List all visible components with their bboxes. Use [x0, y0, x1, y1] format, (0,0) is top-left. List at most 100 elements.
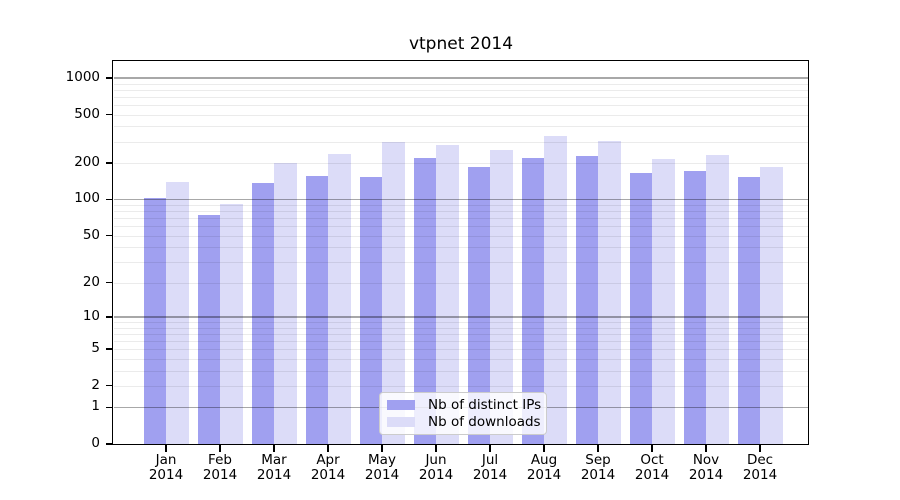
x-tick-label-line: Aug	[530, 452, 558, 468]
y-tick-label: 1000	[65, 68, 100, 85]
x-tick-mark	[219, 445, 221, 452]
x-tick-mark	[165, 445, 167, 452]
legend-label-distinct-ips: Nb of distinct IPs	[428, 396, 542, 413]
x-tick-mark	[435, 445, 437, 452]
x-tick-label-line: Dec	[746, 452, 774, 468]
bar-downloads	[166, 181, 189, 444]
x-tick-label-line: 2014	[472, 467, 508, 483]
bar-distinct-ips	[143, 198, 166, 444]
y-tick-mark	[106, 198, 113, 201]
legend: Nb of distinct IPs Nb of downloads	[379, 392, 547, 435]
y-tick-mark	[106, 234, 113, 237]
x-tick-label-line: Oct	[640, 452, 664, 468]
y-tick-label: 20	[82, 273, 100, 290]
gridline-minor	[114, 96, 808, 98]
gridline-minor	[114, 89, 808, 91]
y-tick-mark	[106, 162, 113, 164]
x-tick-mark	[489, 445, 491, 452]
y-tick-mark	[106, 281, 113, 284]
gridline-minor	[114, 163, 808, 164]
gridline-minor	[114, 385, 808, 387]
x-tick-label: Dec 2014	[732, 453, 788, 483]
gridline-minor	[114, 83, 808, 85]
gridline-minor	[114, 114, 808, 116]
legend-swatch-distinct-ips	[387, 399, 415, 410]
x-tick-label: Nov 2014	[678, 453, 734, 483]
bar-downloads	[436, 144, 459, 444]
x-tick-label-line: Jul	[481, 452, 499, 468]
x-tick-mark	[273, 445, 275, 452]
legend-item-downloads: Nb of downloads	[387, 414, 541, 431]
bar-distinct-ips	[737, 177, 760, 444]
y-tick-label: 200	[74, 154, 100, 170]
bar-downloads	[760, 166, 783, 444]
x-tick-mark	[381, 445, 383, 452]
bar-downloads	[382, 141, 405, 444]
gridline-minor	[114, 333, 808, 335]
gridline-minor	[114, 218, 808, 220]
bar-downloads	[544, 135, 567, 444]
x-tick-label: Oct 2014	[624, 453, 680, 483]
x-tick-label-line: 2014	[688, 467, 724, 483]
bar-downloads	[598, 140, 621, 444]
x-tick-label-line: 2014	[742, 467, 778, 483]
x-tick-label: Feb 2014	[192, 453, 248, 483]
x-tick-label-line: May	[368, 452, 396, 468]
bar-distinct-ips	[197, 215, 220, 444]
y-tick-mark	[106, 113, 113, 116]
bar-downloads	[328, 154, 351, 444]
bar-distinct-ips	[251, 183, 274, 444]
x-tick-mark	[327, 445, 329, 452]
x-tick-label-line: 2014	[202, 467, 238, 483]
bar-distinct-ips	[305, 175, 328, 444]
gridline-minor	[114, 211, 808, 213]
y-tick-label: 50	[82, 226, 100, 243]
x-tick-label-line: Jun	[425, 452, 447, 468]
x-tick-mark	[597, 445, 599, 452]
x-tick-label-line: Mar	[261, 452, 287, 468]
y-tick-label: 10	[82, 307, 100, 324]
x-tick-label-line: 2014	[580, 467, 616, 483]
x-tick-label-line: 2014	[418, 467, 454, 483]
y-tick-label: 0	[91, 435, 100, 451]
x-tick-label: Sep 2014	[570, 453, 626, 483]
gridline-minor	[114, 226, 808, 228]
gridline-minor	[114, 126, 808, 128]
gridline-minor	[114, 340, 808, 342]
bar-distinct-ips	[683, 170, 706, 444]
gridline-minor	[114, 358, 808, 360]
x-tick-label-line: Sep	[585, 452, 611, 468]
x-tick-label-line: 2014	[148, 467, 184, 483]
y-tick-label: 500	[74, 105, 100, 122]
y-tick-label: 100	[74, 190, 100, 207]
gridline-minor	[114, 235, 808, 237]
x-tick-label: Mar 2014	[246, 453, 302, 483]
y-tick-mark	[106, 443, 113, 445]
x-tick-label: Apr 2014	[300, 453, 356, 483]
x-tick-label: Jun 2014	[408, 453, 464, 483]
gridline-minor	[114, 349, 808, 351]
gridline-minor	[114, 370, 808, 372]
y-tick-label: 2	[91, 376, 100, 393]
gridline-major	[114, 77, 808, 79]
bar-downloads	[490, 149, 513, 444]
y-tick-label: 5	[91, 340, 100, 357]
x-tick-label-line: 2014	[256, 467, 292, 483]
x-tick-mark	[705, 445, 707, 452]
bar-downloads	[706, 155, 729, 444]
gridline-minor	[114, 204, 808, 206]
x-tick-mark	[543, 445, 545, 452]
bar-distinct-ips	[575, 155, 598, 444]
bar-distinct-ips	[521, 157, 544, 444]
x-tick-label-line: 2014	[310, 467, 346, 483]
x-tick-label-line: Apr	[316, 452, 340, 468]
y-tick-mark	[106, 385, 113, 387]
x-tick-label-line: 2014	[364, 467, 400, 483]
bar-distinct-ips	[467, 166, 490, 444]
bar-distinct-ips	[629, 172, 652, 444]
gridline-minor	[114, 322, 808, 323]
gridline-minor	[114, 247, 808, 249]
x-tick-label-line: 2014	[526, 467, 562, 483]
x-tick-label-line: Jan	[155, 452, 177, 468]
